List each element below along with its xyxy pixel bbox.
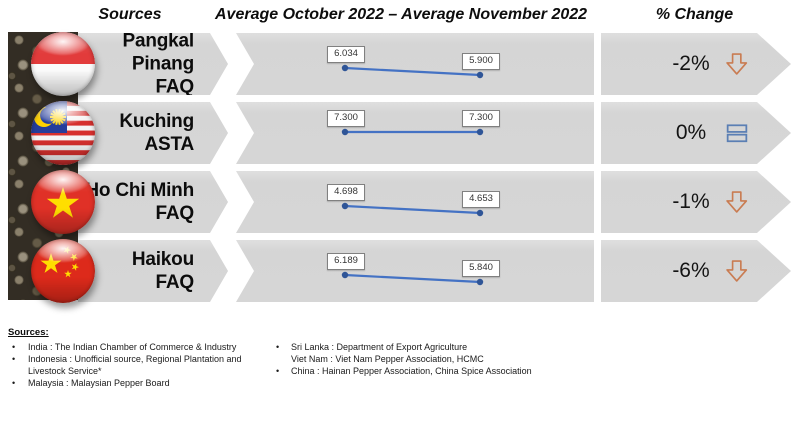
source-item: • Sri Lanka : Department of Export Agric…: [276, 341, 576, 353]
market-name: Ho Chi Minh: [85, 180, 194, 201]
chart-band: 4.698 4.653: [236, 171, 594, 233]
change-band: 0%: [601, 102, 791, 164]
market-name: Haikou: [131, 249, 194, 270]
bullet-icon: •: [276, 342, 280, 352]
sources-title: Sources:: [8, 327, 49, 338]
market-row-kuching: Kuching ASTA 7.300 7.300 0%: [0, 101, 800, 165]
bullet-icon: •: [276, 366, 280, 376]
data-label-start: 7.300: [327, 110, 365, 127]
trend-down-icon: [726, 52, 748, 76]
change-value: -1%: [672, 190, 710, 213]
change-band: -6%: [601, 240, 791, 302]
market-row-haikou: Haikou FAQ 6.189 5.840 -6%: [0, 239, 800, 303]
source-text: India : The Indian Chamber of Commerce &…: [28, 342, 237, 352]
change-band: -2%: [601, 33, 791, 95]
source-item: • Indonesia : Unofficial source, Regiona…: [12, 353, 274, 377]
source-item: • India : The Indian Chamber of Commerce…: [12, 341, 274, 353]
grade-label: FAQ: [155, 76, 194, 98]
chart-band: 6.189 5.840: [236, 240, 594, 302]
label-chevron-band: Kuching ASTA: [78, 102, 228, 164]
label-chevron-band: Haikou FAQ: [78, 240, 228, 302]
source-text: Viet Nam : Viet Nam Pepper Association, …: [291, 354, 484, 364]
grade-label: ASTA: [144, 134, 194, 155]
source-text: Sri Lanka : Department of Export Agricul…: [291, 342, 468, 352]
grade-label: FAQ: [155, 203, 194, 224]
source-item: • Malaysia : Malaysian Pepper Board: [12, 377, 274, 389]
trend-down-icon: [726, 259, 748, 283]
indonesia-flag-icon: [31, 32, 95, 96]
period-header: Average October 2022 – Average November …: [215, 6, 588, 23]
market-row-ho-chi-minh: Ho Chi Minh FAQ 4.698 4.653 -1%: [0, 170, 800, 234]
data-label-end: 7.300: [462, 110, 500, 127]
chart-band: 6.034 5.900: [236, 33, 594, 95]
sources-header: Sources: [98, 6, 162, 23]
flag-gloss: [31, 170, 95, 234]
market-name: Kuching: [119, 111, 194, 132]
malaysia-flag-icon: [31, 101, 95, 165]
market-row-pangkal-pinang: Pangkal Pinang FAQ 6.034 5.900 -2%: [0, 33, 800, 95]
trend-down-icon: [726, 190, 748, 214]
change-value: -6%: [672, 259, 710, 282]
change-header: % Change: [655, 6, 734, 23]
sparkline: [341, 202, 484, 217]
data-label-start: 6.189: [327, 253, 365, 270]
source-item: Viet Nam : Viet Nam Pepper Association, …: [276, 353, 576, 365]
data-label-end: 5.840: [462, 260, 500, 277]
data-label-end: 5.900: [462, 53, 500, 70]
bullet-icon: •: [12, 378, 16, 388]
sparkline: [341, 271, 484, 286]
bullet-icon: •: [12, 354, 16, 364]
bullet-icon: •: [12, 342, 16, 352]
data-label-end: 4.653: [462, 191, 500, 208]
grade-label: FAQ: [155, 272, 194, 293]
sources-list-right: • Sri Lanka : Department of Export Agric…: [276, 341, 576, 377]
label-chevron-band: Ho Chi Minh FAQ: [78, 171, 228, 233]
change-value: 0%: [675, 121, 707, 144]
change-value: -2%: [672, 52, 710, 75]
chart-band: 7.300 7.300: [236, 102, 594, 164]
vietnam-flag-icon: [31, 170, 95, 234]
flag-gloss: [31, 101, 95, 165]
trend-equal-icon: [726, 121, 748, 145]
china-flag-icon: [31, 239, 95, 303]
flag-gloss: [31, 239, 95, 303]
sparkline: [341, 128, 484, 136]
data-label-start: 6.034: [327, 46, 365, 63]
label-chevron-band: Pangkal Pinang FAQ: [78, 33, 228, 95]
source-text: China : Hainan Pepper Association, China…: [291, 366, 532, 376]
sources-list-left: • India : The Indian Chamber of Commerce…: [12, 341, 274, 389]
sparkline: [341, 64, 484, 79]
bullet-icon: [276, 353, 291, 365]
source-text: Malaysia : Malaysian Pepper Board: [28, 378, 170, 388]
source-item: • China : Hainan Pepper Association, Chi…: [276, 365, 576, 377]
change-band: -1%: [601, 171, 791, 233]
flag-gloss: [31, 32, 95, 96]
market-name: Pangkal Pinang: [122, 30, 194, 75]
source-text: Indonesia : Unofficial source, Regional …: [28, 354, 242, 376]
data-label-start: 4.698: [327, 184, 365, 201]
